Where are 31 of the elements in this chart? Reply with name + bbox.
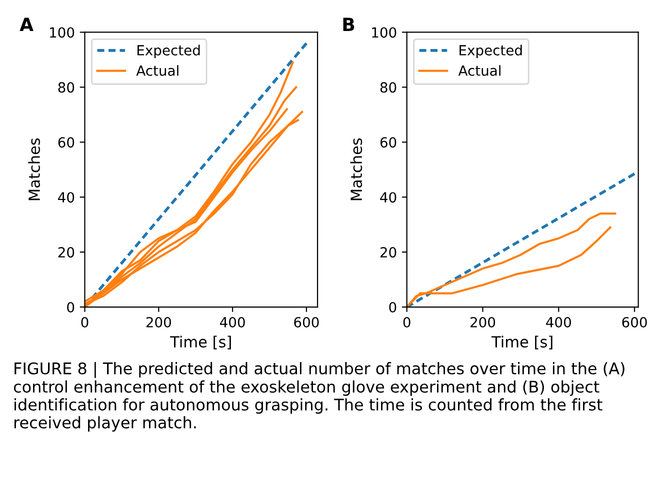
x-tick-label: 0 [81,316,88,328]
legend-label: Expected [460,44,522,58]
y-tick-label: 40 [380,192,396,203]
legend-label: Actual [458,65,500,76]
y-axis-title: Matches [28,138,40,200]
legend-label: Actual [136,65,178,76]
y-tick-label: 60 [58,137,74,148]
chart-title: A [20,18,34,31]
x-tick-label: 600 [622,316,647,328]
x-axis-title: Time [s] [170,336,231,350]
chart-title: B [343,18,354,31]
x-tick-label: 200 [146,316,171,328]
legend-label: Expected [138,44,200,58]
y-tick-label: 80 [380,82,396,93]
y-axis-title: Matches [350,138,362,200]
caption: FIGURE 8 | The predicted and actual number of matches over time in the (A) control enhancement of the exoskeleton glove experiment and (B) object identification for autonomous grasping. The time is counted from the first received player match. [14,362,624,432]
y-tick-label: 60 [380,137,396,148]
x-tick-label: 600 [294,316,319,328]
x-tick-label: 400 [220,316,245,328]
y-tick-label: 100 [50,27,74,38]
x-axis-title: Time [s] [491,336,552,350]
y-tick-label: 100 [372,27,396,38]
y-tick-label: 0 [67,302,74,312]
y-tick-label: 80 [58,82,74,93]
y-tick-label: 40 [58,192,74,203]
x-tick-label: 400 [546,316,571,328]
y-tick-label: 20 [58,247,74,258]
y-tick-label: 0 [389,302,396,312]
x-tick-label: 200 [470,316,496,328]
x-tick-label: 0 [403,316,410,328]
y-tick-label: 20 [380,247,396,258]
